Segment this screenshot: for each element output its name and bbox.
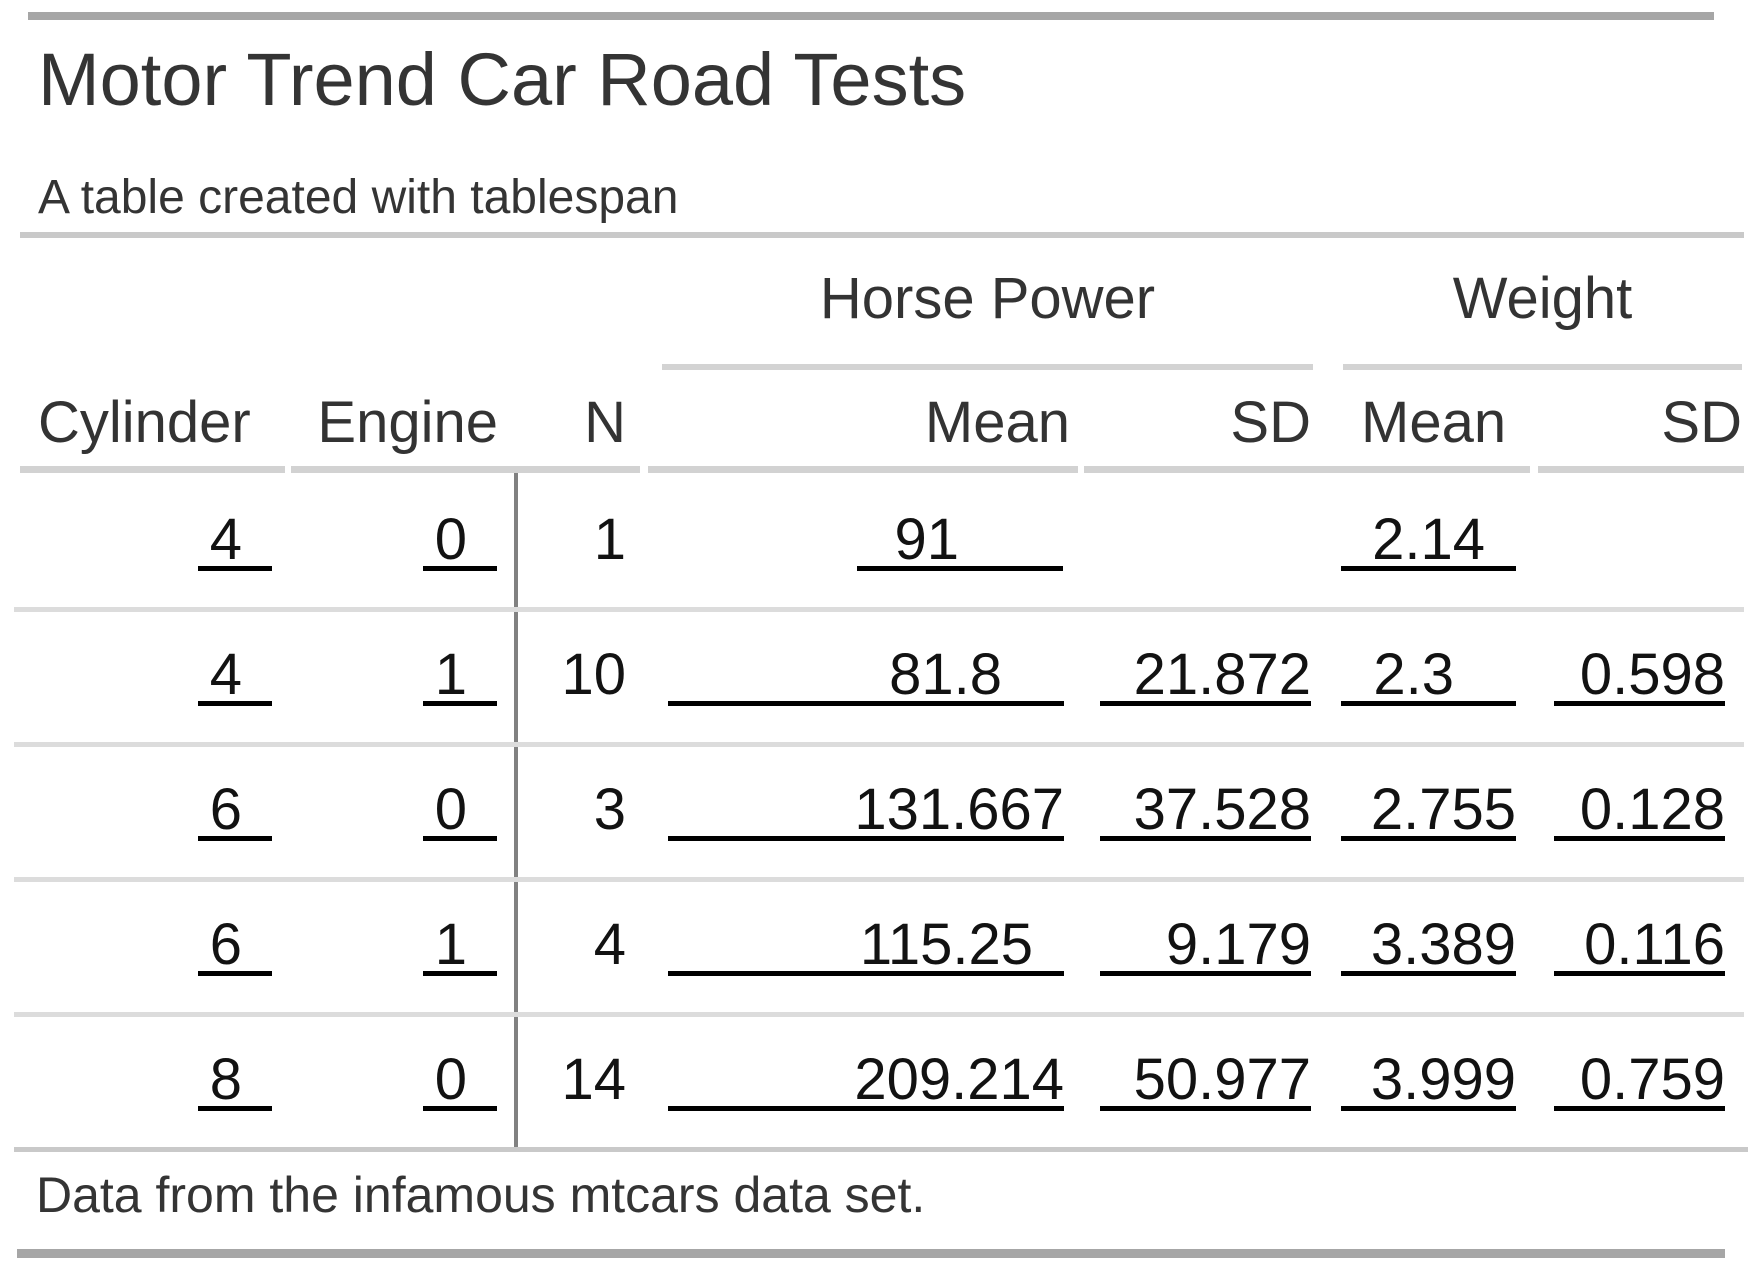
cell-hp-mean: 91 (857, 509, 1063, 571)
footer-divider-rule (14, 1147, 1748, 1152)
spanner-weight: Weight (1452, 266, 1633, 331)
cell-weight-mean: 3.389 (1341, 914, 1516, 976)
cell-n: 3 (593, 777, 626, 842)
table-row: 8 0 14 209.214 50.977 3.999 0.759 (0, 1015, 1748, 1150)
cell-cylinder: 8 (198, 1049, 272, 1111)
cell-engine: 0 (423, 779, 497, 841)
row-separator (14, 742, 1744, 747)
cell-weight-mean: 2.14 (1341, 509, 1516, 571)
cell-hp-sd: 9.179 (1100, 914, 1311, 976)
spanner-underline-horse-power (662, 364, 1313, 370)
cell-weight-sd: 0.598 (1554, 644, 1725, 706)
header-bottom-rule-segment (20, 466, 285, 473)
cell-cylinder: 4 (198, 644, 272, 706)
cell-n: 10 (561, 642, 626, 707)
table-row: 4 0 1 91 2.14 (0, 475, 1748, 610)
table-footnote: Data from the infamous mtcars data set. (36, 1167, 926, 1223)
table-row: 6 1 4 115.25 9.179 3.389 0.116 (0, 880, 1748, 1015)
column-header-weight-mean: Mean (1361, 390, 1507, 455)
column-header-weight-sd: SD (1661, 390, 1742, 455)
cell-weight-sd: 0.116 (1554, 914, 1725, 976)
cell-weight-sd: 0.759 (1554, 1049, 1725, 1111)
cell-cylinder: 6 (198, 779, 272, 841)
table-row: 4 1 10 81.8 21.872 2.3 0.598 (0, 610, 1748, 745)
column-header-hp-mean: Mean (924, 390, 1070, 455)
cell-engine: 0 (423, 509, 497, 571)
cell-weight-mean: 2.755 (1341, 779, 1516, 841)
subtitle-divider-rule (20, 232, 1744, 238)
header-bottom-rule-segment (1538, 466, 1744, 473)
table-subtitle: A table created with tablespan (38, 171, 679, 224)
header-bottom-rule-segment (1084, 466, 1530, 473)
cell-hp-mean: 131.667 (668, 779, 1064, 841)
table-title: Motor Trend Car Road Tests (38, 38, 967, 121)
row-separator (14, 877, 1744, 882)
cell-n: 4 (593, 912, 626, 977)
bottom-border-bar (17, 1249, 1725, 1258)
spanner-underline-weight (1343, 364, 1742, 370)
cell-weight-sd (1554, 509, 1725, 571)
table-row: 6 0 3 131.667 37.528 2.755 0.128 (0, 745, 1748, 880)
row-separator (14, 607, 1744, 612)
cell-weight-sd: 0.128 (1554, 779, 1725, 841)
column-header-engine: Engine (317, 390, 498, 455)
cell-hp-sd: 21.872 (1100, 644, 1311, 706)
column-header-cylinder: Cylinder (38, 390, 251, 455)
cell-engine: 1 (423, 644, 497, 706)
cell-hp-mean: 115.25 (668, 914, 1064, 976)
spanner-horse-power: Horse Power (819, 266, 1156, 331)
row-separator (14, 1012, 1744, 1017)
cell-engine: 1 (423, 914, 497, 976)
cell-hp-sd: 37.528 (1100, 779, 1311, 841)
cell-n: 14 (561, 1047, 626, 1112)
cell-weight-mean: 3.999 (1341, 1049, 1516, 1111)
header-bottom-rule-segment (291, 466, 640, 473)
header-bottom-rule-segment (648, 466, 1078, 473)
column-header-hp-sd: SD (1230, 390, 1311, 455)
cell-cylinder: 4 (198, 509, 272, 571)
cell-hp-mean: 209.214 (668, 1049, 1064, 1111)
top-border-bar (28, 12, 1714, 20)
cell-hp-sd: 50.977 (1100, 1049, 1311, 1111)
column-header-n: N (584, 390, 626, 455)
cell-hp-sd (1100, 509, 1311, 571)
cell-engine: 0 (423, 1049, 497, 1111)
cell-cylinder: 6 (198, 914, 272, 976)
cell-weight-mean: 2.3 (1341, 644, 1516, 706)
cell-hp-mean: 81.8 (668, 644, 1064, 706)
cell-n: 1 (593, 507, 626, 572)
vertical-divider (514, 473, 518, 1147)
